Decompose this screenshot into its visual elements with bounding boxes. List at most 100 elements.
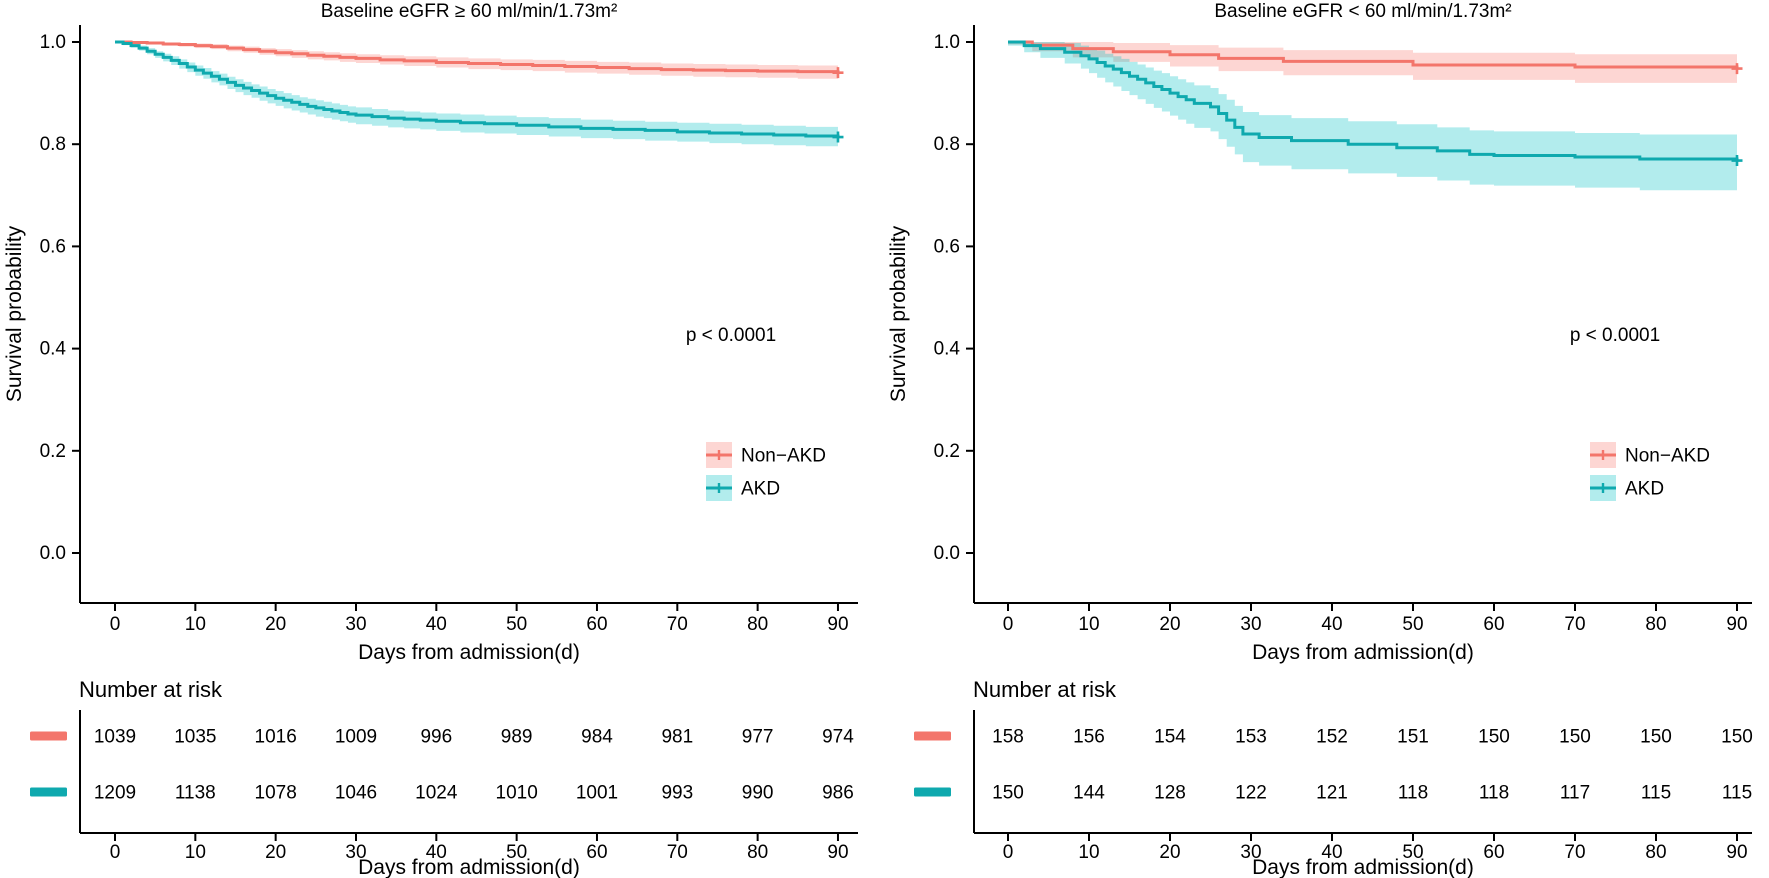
risk-count: 1016 xyxy=(255,727,297,748)
censor-mark-icon xyxy=(1731,155,1743,167)
risk-x-tick-label: 40 xyxy=(426,842,447,863)
risk-count: 1138 xyxy=(175,783,216,804)
risk-x-tick-label: 50 xyxy=(506,842,527,863)
risk-x-tick-label: 30 xyxy=(345,842,366,863)
risk-x-tick-label: 70 xyxy=(1564,842,1585,863)
risk-x-tick-label: 90 xyxy=(1726,842,1747,863)
confidence-band-akd xyxy=(115,42,838,148)
legend-label: AKD xyxy=(741,479,780,500)
y-tick-label: 0.8 xyxy=(934,134,960,155)
risk-count: 153 xyxy=(1235,727,1267,748)
risk-count: 115 xyxy=(1641,783,1671,804)
risk-count: 1001 xyxy=(576,783,618,804)
y-tick-label: 0.4 xyxy=(40,339,67,360)
y-tick-label: 1.0 xyxy=(40,32,66,53)
risk-count: 974 xyxy=(822,727,854,748)
risk-count: 117 xyxy=(1560,783,1590,804)
risk-count: 1209 xyxy=(94,783,136,804)
y-tick-label: 0.6 xyxy=(40,236,66,257)
survival-curve-akd xyxy=(1008,40,1739,161)
risk-count: 150 xyxy=(1559,727,1591,748)
risk-count: 977 xyxy=(742,727,774,748)
risk-x-tick-label: 50 xyxy=(1402,842,1423,863)
x-axis-title: Days from admission(d) xyxy=(358,641,580,664)
risk-count: 1024 xyxy=(415,783,458,804)
x-tick-label: 10 xyxy=(185,614,206,635)
risk-count: 1078 xyxy=(255,783,297,804)
censor-mark-icon xyxy=(832,67,844,79)
x-tick-label: 90 xyxy=(1726,614,1747,635)
x-tick-label: 0 xyxy=(110,614,121,635)
risk-x-tick-label: 10 xyxy=(1078,842,1099,863)
x-tick-label: 50 xyxy=(1402,614,1423,635)
risk-count: 150 xyxy=(1640,727,1672,748)
risk-count: 128 xyxy=(1154,783,1186,804)
x-tick-label: 40 xyxy=(1321,614,1342,635)
p-value-label: p < 0.0001 xyxy=(1570,325,1660,346)
y-tick-label: 0.0 xyxy=(40,543,66,564)
risk-count: 150 xyxy=(1478,727,1510,748)
risk-count: 150 xyxy=(1721,727,1753,748)
risk-count: 118 xyxy=(1398,783,1428,804)
x-tick-label: 10 xyxy=(1078,614,1099,635)
risk-count: 990 xyxy=(742,783,774,804)
x-tick-label: 30 xyxy=(345,614,366,635)
panel-title: Baseline eGFR < 60 ml/min/1.73m² xyxy=(1214,1,1511,22)
y-tick-label: 0.6 xyxy=(934,236,960,257)
survival-curve-non-akd xyxy=(1008,40,1739,69)
x-axis-title: Days from admission(d) xyxy=(1252,641,1474,664)
legend-label: Non−AKD xyxy=(1625,446,1710,467)
risk-row-key-non-akd xyxy=(914,731,951,741)
risk-count: 151 xyxy=(1397,727,1429,748)
risk-count: 121 xyxy=(1316,783,1348,804)
p-value-label: p < 0.0001 xyxy=(686,325,776,346)
risk-x-tick-label: 20 xyxy=(1159,842,1180,863)
risk-x-tick-label: 60 xyxy=(1483,842,1504,863)
risk-x-tick-label: 20 xyxy=(265,842,286,863)
risk-table-header: Number at risk xyxy=(973,677,1117,702)
km-panel-left: Baseline eGFR ≥ 60 ml/min/1.73m² 1.0 0.8 0.… xyxy=(3,1,858,878)
confidence-band-non-akd xyxy=(1008,42,1737,86)
risk-count: 986 xyxy=(822,783,854,804)
risk-x-axis-title: Days from admission(d) xyxy=(1252,856,1474,878)
risk-count: 989 xyxy=(501,727,533,748)
risk-count: 993 xyxy=(661,783,693,804)
x-tick-label: 20 xyxy=(1159,614,1180,635)
km-panel-right: Baseline eGFR < 60 ml/min/1.73m² 1.0 0.8 0.… xyxy=(887,1,1753,878)
x-tick-label: 60 xyxy=(1483,614,1504,635)
risk-x-tick-label: 80 xyxy=(747,842,768,863)
x-tick-label: 90 xyxy=(827,614,848,635)
risk-count: 152 xyxy=(1316,727,1348,748)
risk-x-tick-label: 70 xyxy=(667,842,688,863)
risk-count: 1010 xyxy=(496,783,538,804)
x-tick-label: 30 xyxy=(1240,614,1261,635)
risk-count: 981 xyxy=(661,727,693,748)
x-tick-label: 80 xyxy=(1645,614,1666,635)
risk-count: 154 xyxy=(1154,727,1186,748)
y-tick-label: 0.2 xyxy=(40,441,66,462)
x-tick-label: 70 xyxy=(1564,614,1585,635)
x-tick-label: 80 xyxy=(747,614,768,635)
risk-x-tick-label: 0 xyxy=(110,842,121,863)
risk-count: 158 xyxy=(992,727,1024,748)
risk-x-tick-label: 40 xyxy=(1321,842,1342,863)
risk-count: 150 xyxy=(992,783,1024,804)
risk-count: 984 xyxy=(581,727,613,748)
x-tick-label: 50 xyxy=(506,614,527,635)
risk-row-key-akd xyxy=(30,787,67,797)
risk-count: 1035 xyxy=(174,727,216,748)
risk-count: 1046 xyxy=(335,783,377,804)
x-tick-label: 20 xyxy=(265,614,286,635)
y-tick-label: 0.2 xyxy=(934,441,960,462)
risk-count: 118 xyxy=(1479,783,1509,804)
x-tick-label: 40 xyxy=(426,614,447,635)
risk-count: 1009 xyxy=(335,727,377,748)
risk-count: 1039 xyxy=(94,727,136,748)
y-axis-title: Survival probability xyxy=(3,225,26,402)
risk-count: 144 xyxy=(1073,783,1105,804)
risk-x-tick-label: 60 xyxy=(586,842,607,863)
x-tick-label: 60 xyxy=(586,614,607,635)
survival-curve-non-akd xyxy=(115,40,840,74)
panel-title: Baseline eGFR ≥ 60 ml/min/1.73m² xyxy=(321,1,618,22)
